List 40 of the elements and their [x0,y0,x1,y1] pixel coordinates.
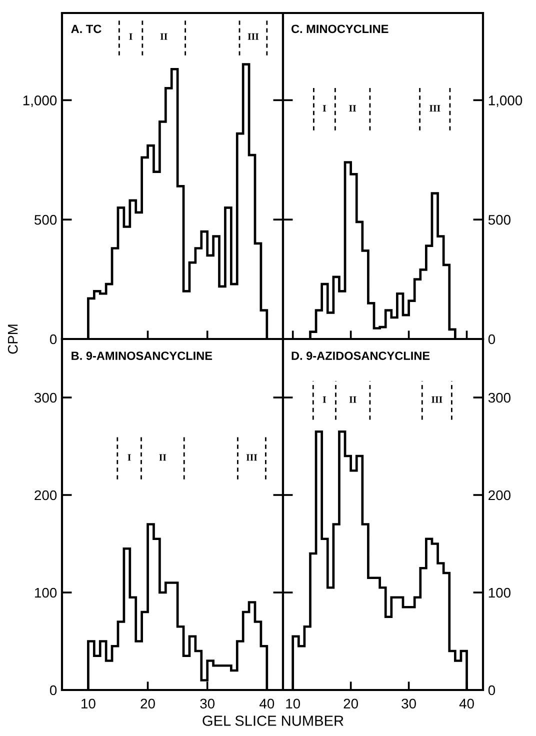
y-tick-label: 0 [488,334,496,344]
ref-line-label: II [160,33,168,40]
y-tick-label: 500 [34,214,57,225]
ref-line-label: II [349,396,356,403]
y-tick-label: 100 [488,588,510,598]
text: C. MINOCYCLINE [291,24,388,34]
x-tick-label: 40 [459,698,474,709]
y-tick-label: 1,000 [23,96,57,107]
y-tick-label: 1,000 [488,96,522,107]
x-tick-label: 30 [200,698,215,709]
ref-line-label: I [128,454,131,461]
ref-line-label: I [322,105,326,112]
text: A. TC [71,24,102,34]
y-tick-label: 0 [488,685,496,696]
y-tick-label: 200 [488,490,510,500]
y-tick-label: 300 [488,392,510,403]
ref-line-label: III [432,396,442,403]
text: B. 9-AMINOSANCYCLINE [72,352,212,360]
x-tick-label: 20 [344,698,358,709]
ref-line-label: I [322,396,326,403]
y-tick-label: 200 [34,490,57,500]
y-axis-title: CPM [8,324,18,354]
y-tick-label: 500 [488,214,510,225]
x-axis-title: GEL SLICE NUMBER [202,716,344,726]
ref-line-label: II [349,105,356,112]
y-tick-label: 100 [35,588,57,598]
y-tick-label: 0 [50,334,57,344]
ref-line-label: I [129,33,132,40]
ref-line-label: III [248,33,259,40]
x-tick-label: 40 [260,698,274,709]
x-tick-label: 10 [82,698,96,709]
y-tick-label: 0 [50,685,57,696]
ref-line-label: III [430,105,440,112]
x-tick-label: 10 [286,698,300,709]
text: D. 9-AZIDOSANCYCLINE [292,352,430,360]
ref-line-label: II [159,454,166,461]
x-tick-label: 30 [402,698,416,709]
ref-line-label: III [246,454,258,461]
y-tick-label: 300 [34,392,57,403]
x-tick-label: 20 [140,698,155,709]
